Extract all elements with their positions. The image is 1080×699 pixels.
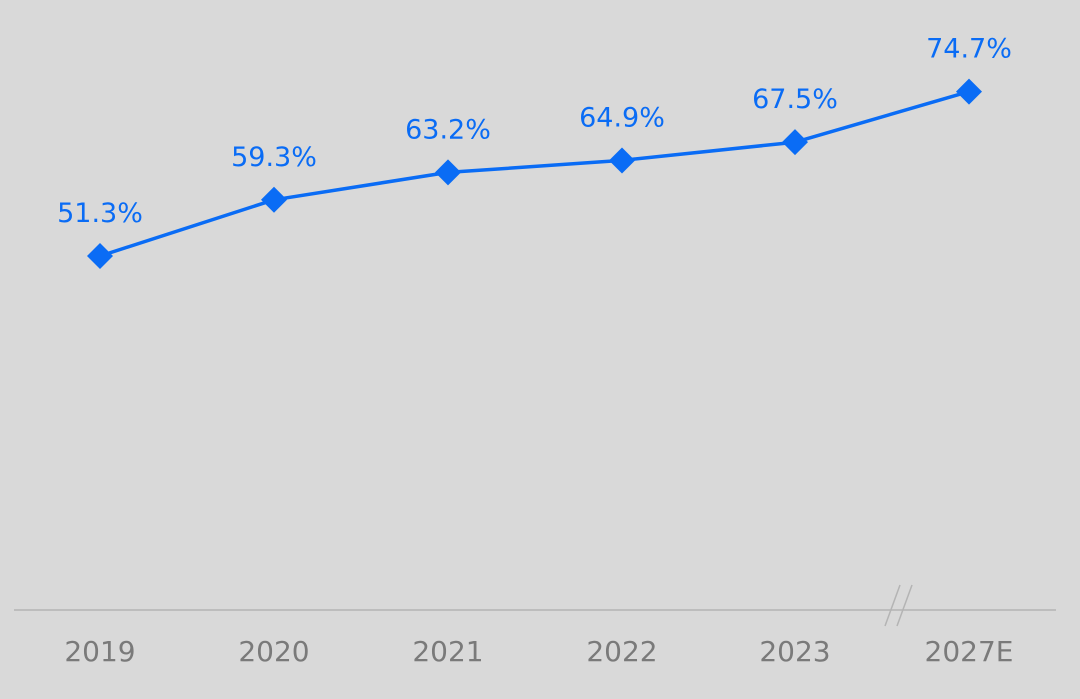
marker-2021-diamond-icon: [435, 159, 461, 186]
x-tick-labels: 2019 2020 2021 2022 2023 2027E: [64, 635, 1013, 668]
data-labels: 51.3% 59.3% 63.2% 64.9% 67.5% 74.7%: [57, 34, 1012, 229]
data-label-2023: 67.5%: [752, 84, 838, 115]
data-label-2027e: 74.7%: [926, 34, 1012, 65]
marker-2023-diamond-icon: [782, 129, 808, 156]
series-line: [99, 89, 970, 258]
x-tick-2022: 2022: [586, 635, 657, 668]
data-label-2022: 64.9%: [579, 102, 665, 133]
x-tick-2021: 2021: [412, 635, 483, 668]
axis-break-icon: [884, 584, 913, 627]
x-tick-2019: 2019: [64, 635, 135, 668]
marker-2020-diamond-icon: [261, 186, 287, 213]
marker-2019-diamond-icon: [87, 243, 113, 269]
x-tick-2027e: 2027E: [925, 635, 1014, 668]
x-tick-2023: 2023: [759, 635, 830, 668]
marker-2027e-diamond-icon: [956, 78, 982, 105]
data-label-2019: 51.3%: [57, 198, 143, 229]
data-label-2020: 59.3%: [231, 142, 317, 173]
data-label-2021: 63.2%: [405, 114, 491, 145]
x-tick-2020: 2020: [238, 635, 309, 668]
marker-2022-diamond-icon: [609, 147, 635, 174]
markers: [87, 78, 982, 269]
